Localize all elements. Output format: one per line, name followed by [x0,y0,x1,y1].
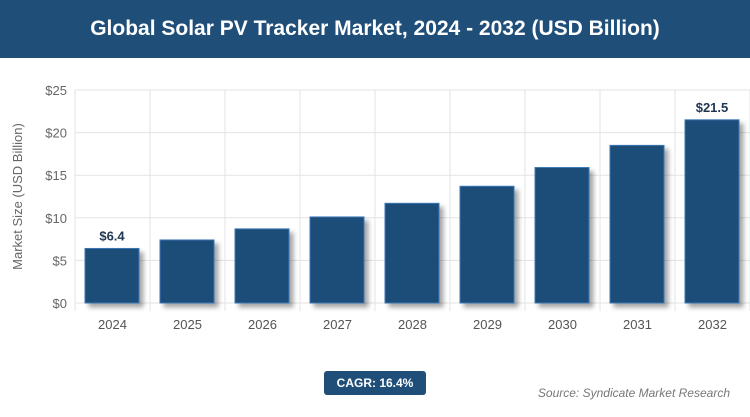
cagr-badge: CAGR: 16.4% [324,371,426,395]
x-tick-label: 2032 [698,317,727,332]
bar-2025 [159,239,215,304]
x-tick-label: 2029 [473,317,502,332]
x-tick-label: 2028 [398,317,427,332]
bar-2024 [84,247,140,304]
chart-title: Global Solar PV Tracker Market, 2024 - 2… [0,0,750,58]
bar-2027 [309,216,365,304]
data-label: $6.4 [99,228,125,243]
bar-2030 [534,167,590,304]
y-tick-label: $20 [45,126,67,141]
x-tick-label: 2024 [98,317,127,332]
data-label: $21.5 [696,100,729,115]
y-tick-label: $10 [45,211,67,226]
y-tick-label: $15 [45,168,67,183]
bar-2028 [384,202,440,304]
x-tick-label: 2027 [323,317,352,332]
bar-2026 [234,228,290,304]
y-tick-label: $25 [45,83,67,98]
bar-2032 [684,119,740,304]
x-tick-label: 2025 [173,317,202,332]
bar-2031 [609,144,665,304]
y-tick-label: $0 [53,296,67,311]
source-note: Source: Syndicate Market Research [537,386,730,400]
x-tick-label: 2031 [623,317,652,332]
y-axis-label: Market Size (USD Billion) [10,123,25,270]
bar-2029 [459,185,515,304]
x-tick-label: 2026 [248,317,277,332]
x-tick-label: 2030 [548,317,577,332]
y-tick-label: $5 [53,253,67,268]
